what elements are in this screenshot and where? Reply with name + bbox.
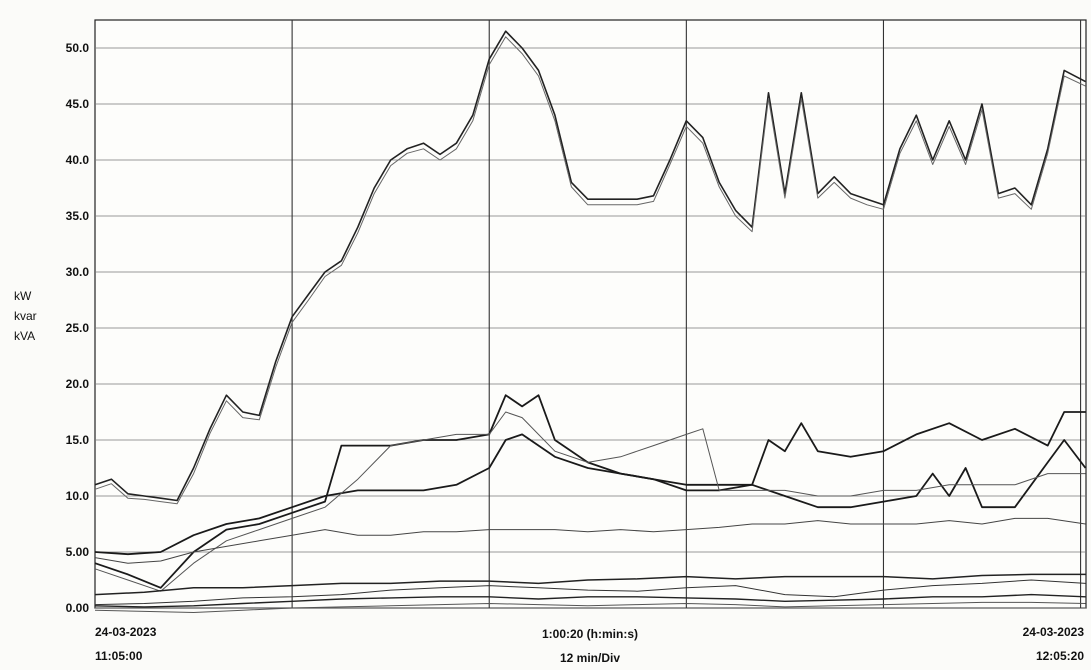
y-tick-label: 30.0 <box>66 265 90 279</box>
y-tick-label: 5.00 <box>66 545 90 559</box>
series-line-10 <box>94 601 1086 613</box>
y-tick-label: 25.0 <box>66 321 90 335</box>
y-tick-labels: 0.00 5.00 10.0 15.0 20.0 25.0 30.0 35.0 40.0 45.0… <box>66 41 90 615</box>
y-tick-label: 10.0 <box>66 489 90 503</box>
y-axis-label-line-1: kW <box>14 289 32 303</box>
grid <box>95 20 1086 609</box>
series-line-5 <box>94 411 1086 592</box>
data-lines <box>94 30 1087 613</box>
series-line-9 <box>94 593 1086 608</box>
y-tick-label: 15.0 <box>66 433 90 447</box>
y-tick-label: 50.0 <box>66 41 90 55</box>
y-axis-label-line-3: kVA <box>14 329 35 343</box>
y-axis-label-line-2: kvar <box>14 309 37 323</box>
y-tick-label: 0.00 <box>66 601 90 615</box>
series-line-2 <box>94 36 1086 505</box>
x-start-time: 11:05:00 <box>95 649 143 663</box>
x-end-date: 24-03-2023 <box>1023 625 1085 639</box>
series-line-1 <box>94 30 1086 502</box>
x-mid-sublabel: 12 min/Div <box>560 651 620 665</box>
x-start-date: 24-03-2023 <box>95 625 157 639</box>
y-tick-label: 35.0 <box>66 209 90 223</box>
series-line-8 <box>94 579 1086 606</box>
y-tick-label: 40.0 <box>66 153 90 167</box>
x-mid-label: 1:00:20 (h:min:s) <box>542 627 638 641</box>
y-tick-label: 45.0 <box>66 97 90 111</box>
x-end-time: 12:05:20 <box>1036 649 1084 663</box>
series-line-7 <box>94 573 1086 596</box>
y-axis-label: kW kvar kVA <box>14 289 37 343</box>
y-tick-label: 20.0 <box>66 377 90 391</box>
series-line-6 <box>94 517 1086 564</box>
plot-background <box>94 19 1087 609</box>
